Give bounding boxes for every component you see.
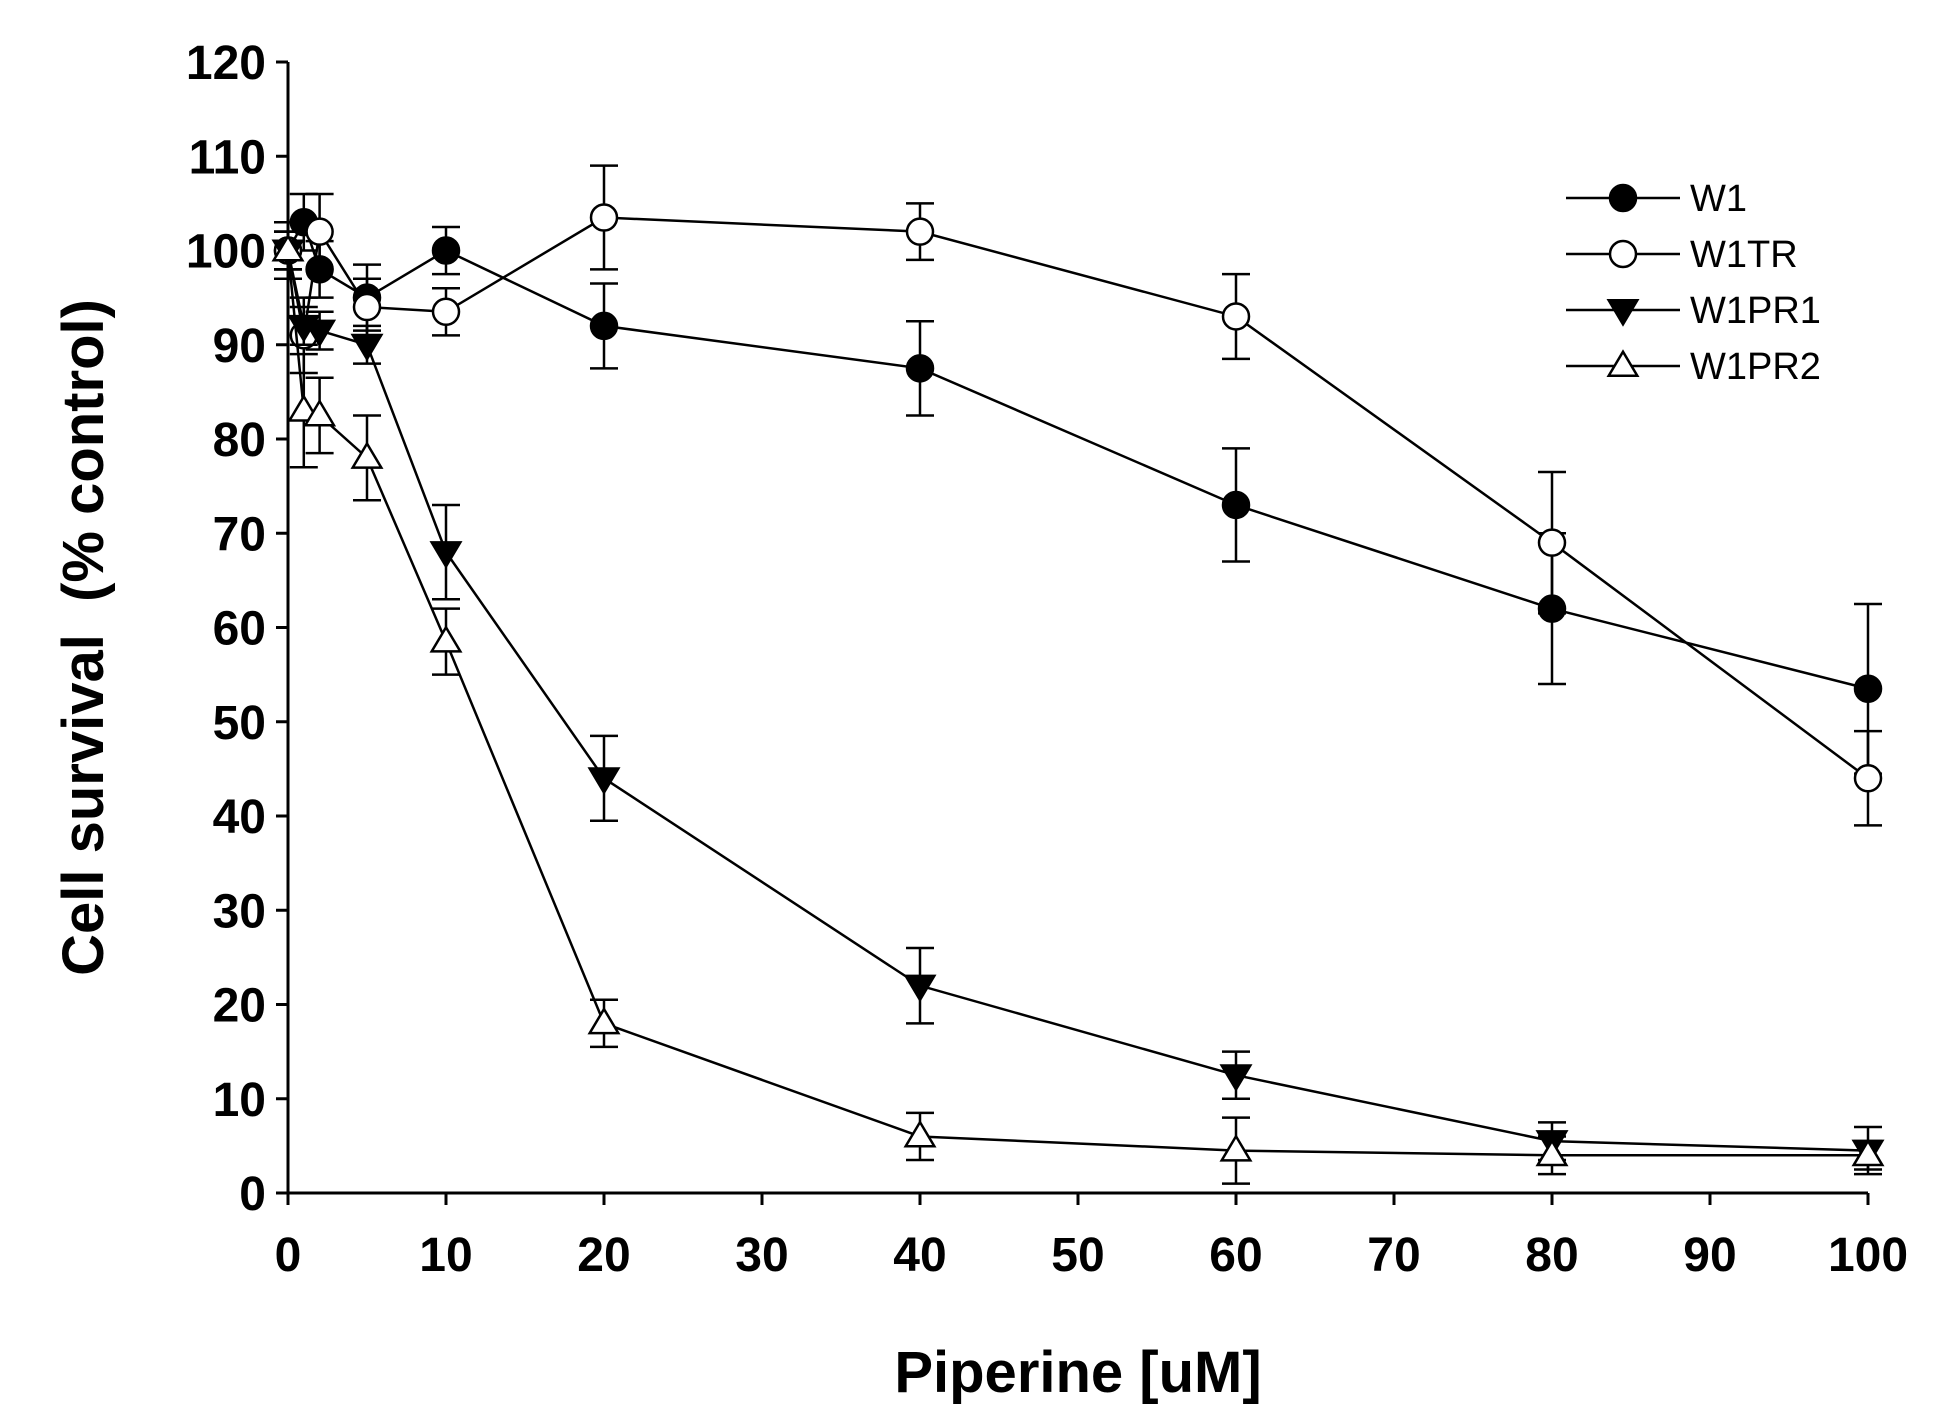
data-point-w1pr2 <box>350 441 384 469</box>
series-line-w1tr <box>286 216 1869 780</box>
legend-marker-w1tr <box>1608 239 1638 269</box>
legend-item-w1: W1 <box>1566 178 1747 220</box>
data-point-w1pr1 <box>1219 1064 1253 1092</box>
y-tick-label: 20 <box>213 980 266 1033</box>
ticks: 0 10 20 30 40 50 60 70 80 90 100 0 10 20 30 40 50 60 70 80 9… <box>186 37 1908 1282</box>
series-line-w1pr2 <box>286 250 1868 1157</box>
data-point-w1 <box>431 236 461 265</box>
data-point-w1tr <box>905 217 935 246</box>
y-tick-label: 80 <box>213 414 266 467</box>
y-tick-label: 70 <box>213 508 266 561</box>
data-point-w1tr <box>352 292 382 322</box>
legend-item-w1pr1: W1PR1 <box>1566 290 1821 332</box>
data-point-w1pr1 <box>303 319 337 348</box>
legend-marker-w1 <box>1608 183 1638 213</box>
data-point-w1 <box>1221 490 1251 520</box>
x-axis-title: Piperine [uM] <box>894 1340 1261 1405</box>
legend-label-w1pr2: W1PR2 <box>1690 346 1821 388</box>
series-line-w1pr1 <box>286 250 1869 1152</box>
data-point-w1pr2 <box>903 1119 937 1148</box>
y-tick-label: 40 <box>213 791 266 844</box>
data-point-w1pr2 <box>429 624 463 653</box>
data-point-w1 <box>589 311 619 341</box>
x-tick-label: 90 <box>1683 1229 1736 1282</box>
legend-marker-w1pr2 <box>1606 349 1640 377</box>
x-tick-label: 30 <box>735 1229 788 1282</box>
data-point-w1pr2 <box>587 1006 621 1035</box>
y-tick-label: 30 <box>213 885 266 938</box>
y-tick-label: 120 <box>186 37 266 90</box>
series-w1tr <box>273 164 1883 827</box>
y-tick-label: 110 <box>189 131 266 184</box>
series-line-w1 <box>286 219 1869 690</box>
x-tick-label: 60 <box>1209 1229 1262 1282</box>
data-point-w1tr <box>305 217 334 246</box>
x-tick-label: 70 <box>1367 1229 1420 1282</box>
legend-item-w1pr2: W1PR2 <box>1566 346 1821 388</box>
data-point-w1pr2 <box>303 398 337 427</box>
data-point-w1tr <box>589 203 619 232</box>
series-w1pr2 <box>271 230 1885 1185</box>
data-point-w1pr2 <box>1219 1133 1253 1162</box>
series-w1pr1 <box>271 230 1885 1176</box>
data-point-w1tr <box>1221 302 1251 331</box>
y-tick-label: 60 <box>213 603 266 656</box>
x-tick-label: 50 <box>1051 1229 1104 1282</box>
x-tick-label: 10 <box>419 1229 472 1282</box>
x-tick-label: 20 <box>577 1229 630 1282</box>
series-layer <box>271 164 1885 1185</box>
data-point-w1pr2 <box>1535 1138 1569 1167</box>
data-point-w1pr2 <box>1851 1138 1885 1167</box>
x-tick-label: 100 <box>1828 1229 1908 1282</box>
legend-marker-w1pr1 <box>1606 299 1640 327</box>
y-tick-label: 90 <box>213 320 266 373</box>
y-tick-label: 0 <box>239 1168 266 1221</box>
data-point-w1pr2 <box>271 233 305 262</box>
data-point-w1pr1 <box>350 333 384 362</box>
y-axis-title: Cell survival (% control) <box>51 299 116 976</box>
legend: W1 W1TR W1PR1 W1PR2 <box>1566 178 1821 388</box>
y-tick-label: 10 <box>213 1074 266 1127</box>
data-point-w1tr <box>1853 764 1883 793</box>
legend-label-w1: W1 <box>1690 178 1747 220</box>
data-point-w1 <box>905 354 935 383</box>
data-point-w1pr1 <box>903 974 937 1003</box>
y-tick-label: 50 <box>213 697 266 750</box>
series-w1 <box>273 192 1883 775</box>
legend-item-w1tr: W1TR <box>1566 234 1798 276</box>
data-point-w1tr <box>431 297 461 327</box>
x-tick-label: 0 <box>275 1229 302 1282</box>
x-tick-label: 40 <box>893 1229 946 1282</box>
y-tick-label: 100 <box>186 226 266 279</box>
data-point-w1pr1 <box>587 767 621 796</box>
x-tick-label: 80 <box>1525 1229 1578 1282</box>
legend-label-w1tr: W1TR <box>1690 234 1798 276</box>
legend-label-w1pr1: W1PR1 <box>1690 290 1821 332</box>
data-point-w1 <box>1853 674 1883 704</box>
data-point-w1tr <box>1537 528 1567 557</box>
data-point-w1pr1 <box>429 541 463 569</box>
